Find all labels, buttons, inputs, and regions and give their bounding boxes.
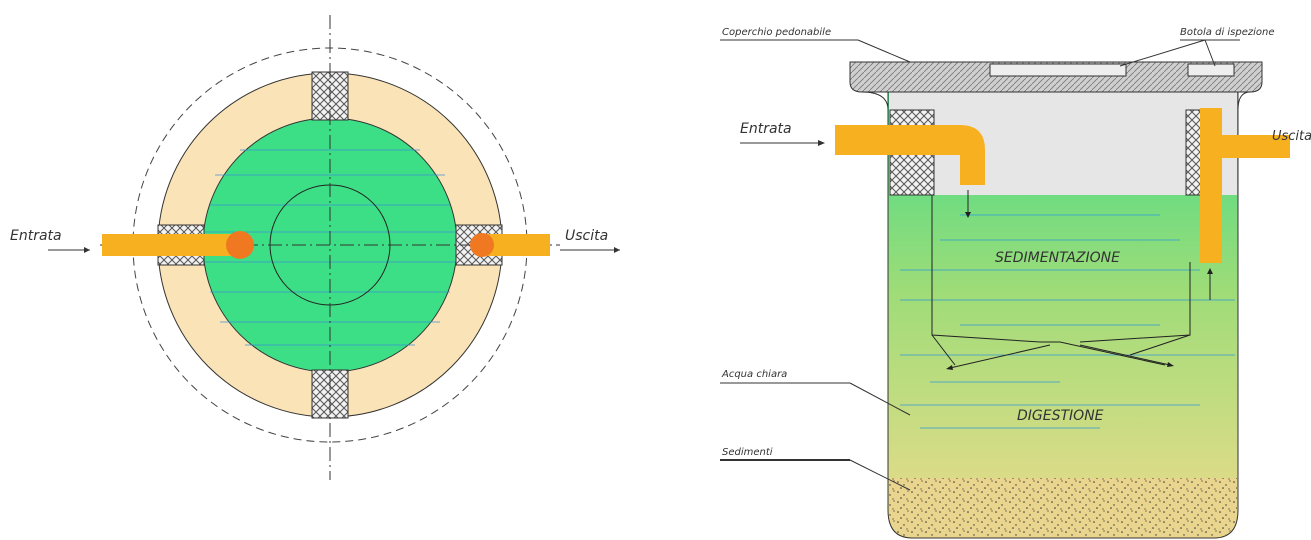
section-view: Coperchio pedonabile Botola di ispezione… — [720, 27, 1311, 539]
hatch-label: Botola di ispezione — [1180, 27, 1275, 38]
inlet-label: Entrata — [10, 228, 62, 244]
outlet-label: Uscita — [1272, 129, 1311, 144]
sediments-label: Sedimenti — [722, 447, 773, 458]
plan-view: Entrata Uscita — [10, 15, 620, 480]
digestion-label: DIGESTIONE — [1017, 408, 1104, 424]
clear-water-label: Acqua chiara — [721, 369, 787, 380]
sedimentation-label: SEDIMENTAZIONE — [995, 250, 1120, 266]
outlet-label: Uscita — [565, 228, 608, 244]
inlet-label: Entrata — [740, 121, 792, 137]
cover-label: Coperchio pedonabile — [722, 27, 831, 38]
